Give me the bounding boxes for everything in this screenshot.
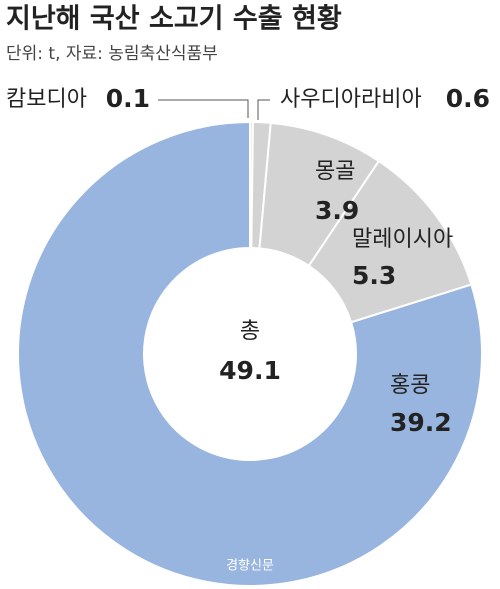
category-label: 몽골: [315, 159, 355, 184]
leader-line: [257, 99, 270, 120]
value-label: 3.9: [315, 196, 359, 225]
value-label: 0.1: [106, 84, 150, 113]
value-label: 0.6: [446, 84, 490, 113]
category-label: 홍콩: [390, 373, 430, 398]
category-label: 사우디아라비아: [280, 87, 422, 112]
value-label: 39.2: [390, 408, 452, 437]
leader-line: [158, 99, 249, 118]
value-label: 5.3: [352, 261, 396, 290]
total-label: 총: [240, 319, 260, 344]
donut-slice: [17, 120, 483, 587]
chart-subtitle: 단위: t, 자료: 농림축산식품부: [6, 44, 218, 64]
category-label: 캄보디아: [6, 87, 87, 112]
chart-title: 지난해 국산 소고기 수출 현황: [6, 4, 342, 35]
total-value: 49.1: [219, 356, 281, 385]
source-watermark: 경향신문: [226, 559, 274, 574]
category-label: 말레이시아: [352, 227, 453, 252]
